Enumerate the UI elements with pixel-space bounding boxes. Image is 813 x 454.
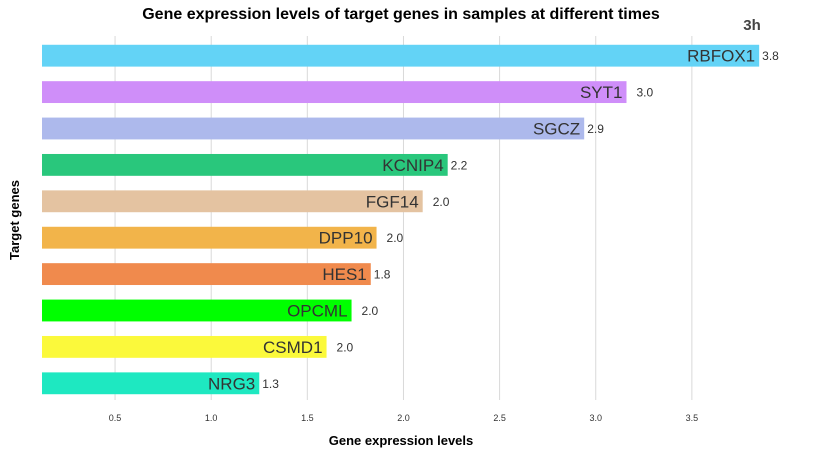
- x-axis-label: Gene expression levels: [329, 433, 474, 448]
- bars: RBFOX1 3.8 SYT1 3.0 SGCZ 2.9 KCNIP4 2.2 FGF14 2.0…: [42, 44, 779, 395]
- bar-category-label: DPP10: [319, 229, 373, 248]
- x-tick-label: 0.5: [109, 413, 122, 423]
- bar-category-label: KCNIP4: [382, 156, 443, 175]
- bar-dpp10: [42, 226, 377, 249]
- bar-category-label: SYT1: [580, 83, 623, 102]
- bar-category-label: FGF14: [366, 192, 419, 211]
- bar-category-label: NRG3: [208, 374, 255, 393]
- x-tick-label: 1.0: [205, 413, 218, 423]
- bar-syt1: [42, 81, 627, 104]
- bar-rbfox1: [42, 44, 760, 67]
- x-tick-labels: 0.5 1.0 1.5 2.0 2.5 3.0 3.5: [109, 413, 698, 423]
- bar-value-label: 2.0: [337, 340, 354, 354]
- bar-category-label: SGCZ: [533, 120, 580, 139]
- x-tick-label: 2.0: [397, 413, 410, 423]
- chart-title: Gene expression levels of target genes i…: [142, 6, 660, 23]
- bar-category-label: CSMD1: [263, 338, 323, 357]
- bar-csmd1: [42, 335, 327, 358]
- bar-hes1: [42, 263, 371, 286]
- bar-category-label: OPCML: [287, 302, 347, 321]
- x-tick-label: 2.5: [493, 413, 506, 423]
- bar-value-label: 2.9: [587, 122, 604, 136]
- bar-sgcz: [42, 117, 585, 140]
- bar-value-label: 2.0: [362, 304, 379, 318]
- x-tick-label: 1.5: [301, 413, 314, 423]
- x-tick-label: 3.0: [589, 413, 602, 423]
- bar-kcnip4: [42, 153, 448, 176]
- bar-nrg3: [42, 372, 260, 395]
- bar-value-label: 1.8: [374, 268, 391, 282]
- x-tick-label: 3.5: [686, 413, 699, 423]
- bar-value-label: 1.3: [262, 377, 279, 391]
- bar-value-label: 2.0: [433, 195, 450, 209]
- bar-fgf14: [42, 190, 423, 213]
- bar-category-label: HES1: [322, 265, 366, 284]
- bar-value-label: 3.8: [762, 49, 779, 63]
- period-label: 3h: [743, 17, 761, 34]
- bar-category-label: RBFOX1: [687, 47, 755, 66]
- bar-value-label: 2.0: [387, 231, 404, 245]
- bar-value-label: 2.2: [451, 158, 468, 172]
- y-axis-label: Target genes: [7, 180, 22, 260]
- bar-value-label: 3.0: [636, 86, 653, 100]
- bar-opcml: [42, 299, 352, 322]
